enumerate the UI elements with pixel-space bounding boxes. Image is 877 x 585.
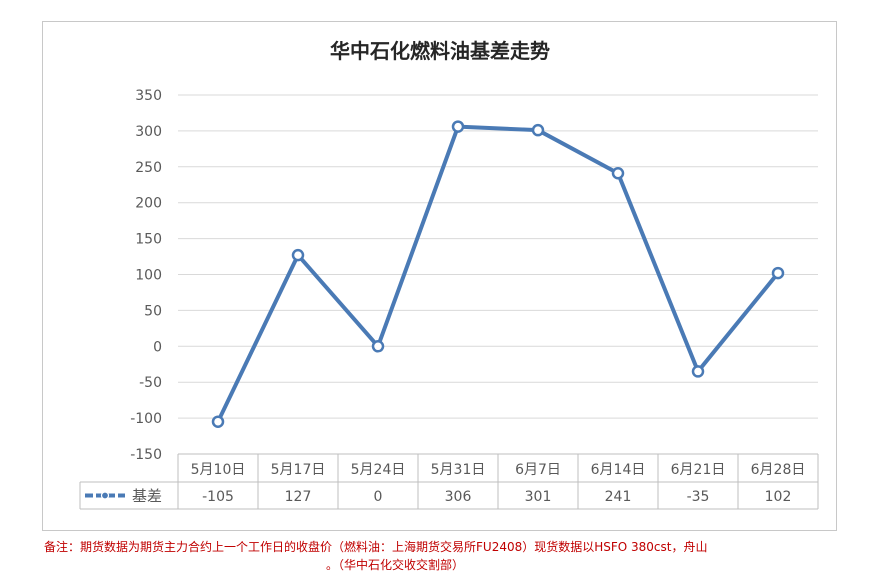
- footnote-line-1: 备注：期货数据为期货主力合约上一个工作日的收盘价（燃料油：上海期货交易所FU24…: [44, 540, 708, 554]
- data-label: -105: [202, 489, 234, 505]
- y-tick-label: -150: [130, 447, 162, 463]
- data-point: [691, 365, 705, 378]
- data-point: [531, 123, 545, 137]
- x-category-label: 6月21日: [671, 462, 726, 478]
- y-axis-ticks: 350 300 250 200 150 100 50 0 -50 -100 -150: [130, 88, 162, 463]
- y-tick-label: 150: [135, 232, 162, 248]
- data-label: 301: [525, 489, 552, 505]
- x-category-label: 6月14日: [591, 462, 646, 478]
- data-label: 102: [765, 489, 792, 505]
- data-label: 127: [285, 489, 312, 505]
- footnote: 备注：期货数据为期货主力合约上一个工作日的收盘价（燃料油：上海期货交易所FU24…: [44, 538, 824, 574]
- y-tick-label: 50: [144, 303, 162, 319]
- y-tick-label: 100: [135, 268, 162, 284]
- footnote-line-2: 。（华中石化交收交割部）: [326, 558, 465, 572]
- legend-label: 基差: [132, 487, 162, 505]
- data-point: [211, 415, 225, 428]
- y-tick-label: 250: [135, 160, 162, 176]
- y-tick-label: 0: [153, 339, 162, 355]
- data-point: [771, 266, 785, 280]
- x-category-label: 5月31日: [431, 462, 486, 478]
- legend-marker-icon: [100, 491, 110, 500]
- y-tick-label: 200: [135, 196, 162, 212]
- data-point: [371, 340, 385, 353]
- x-category-label: 5月17日: [271, 462, 326, 478]
- line-chart: 华中石化燃料油基差走势 350 300 250 200 150 100 50 0 -50 -100…: [79, 39, 819, 510]
- series-layer: [211, 120, 785, 428]
- series-line: [216, 124, 780, 424]
- chart-container: 华中石化燃料油基差走势 350 300 250 200 150 100 50 0 -50 -100…: [42, 21, 837, 531]
- data-label: 0: [374, 489, 383, 505]
- data-point: [611, 167, 625, 180]
- data-label: -35: [687, 489, 710, 505]
- x-category-label: 5月24日: [351, 462, 406, 478]
- y-tick-label: -50: [139, 375, 162, 391]
- data-label: 306: [445, 489, 472, 505]
- chart-title: 华中石化燃料油基差走势: [330, 39, 550, 63]
- x-category-label: 5月10日: [191, 462, 246, 478]
- y-tick-label: 300: [135, 124, 162, 140]
- data-table: 5月10日 5月17日 5月24日 5月31日 6月7日 6月14日 6月21日 6月28日 -…: [79, 453, 819, 510]
- gridlines: [178, 94, 818, 455]
- data-label: 241: [605, 489, 632, 505]
- x-category-label: 6月28日: [751, 462, 806, 478]
- y-tick-label: 350: [135, 88, 162, 104]
- x-category-label: 6月7日: [515, 462, 561, 478]
- y-tick-label: -100: [130, 411, 162, 427]
- data-point: [451, 120, 465, 133]
- data-point: [291, 248, 305, 262]
